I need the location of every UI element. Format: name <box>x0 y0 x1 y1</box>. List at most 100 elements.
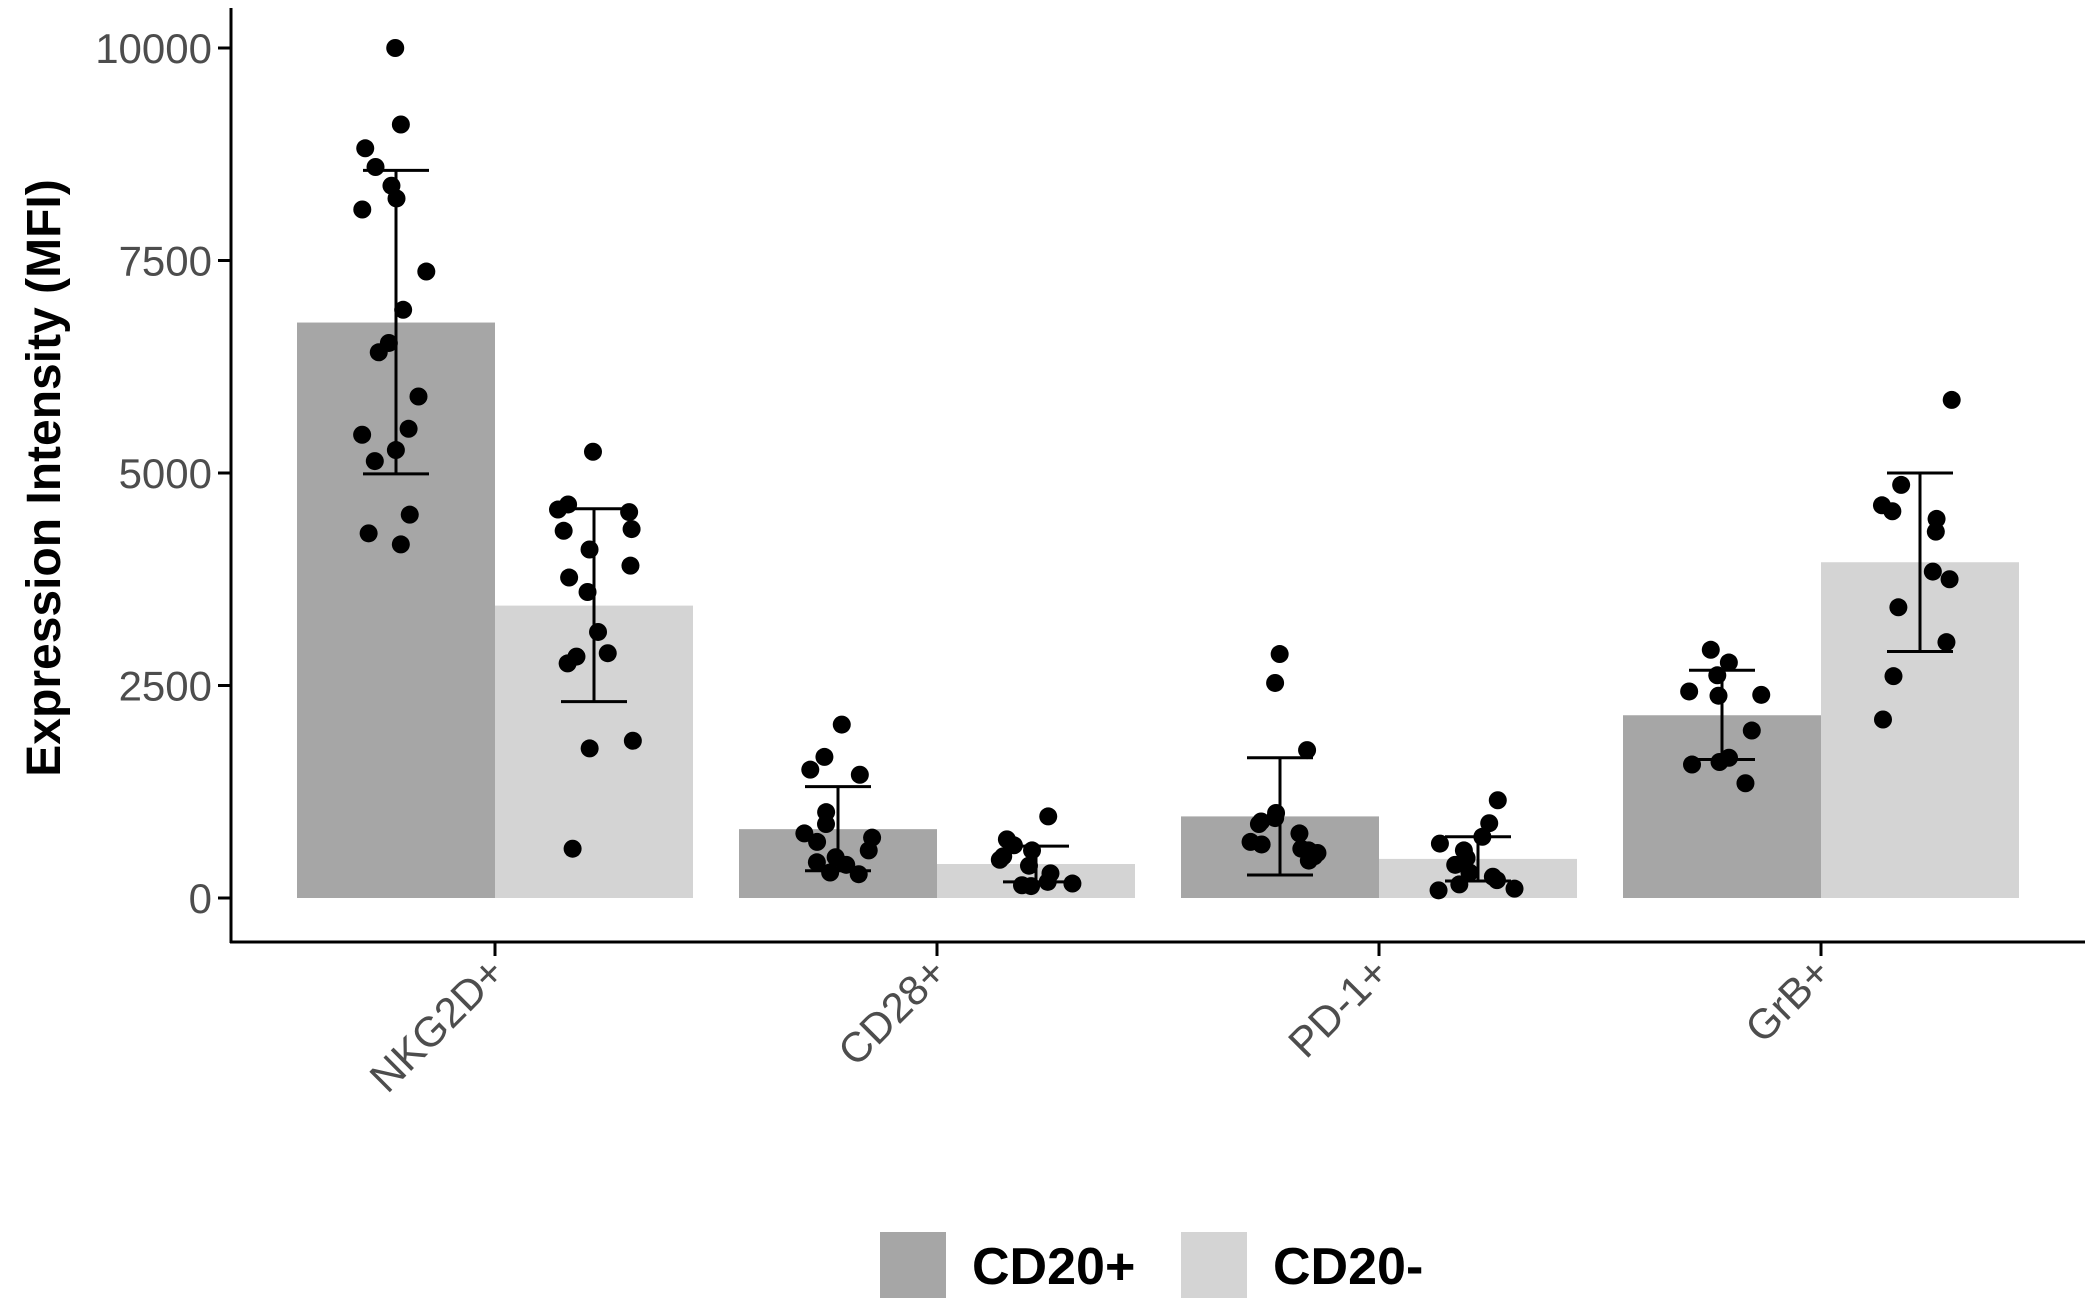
data-point <box>369 343 388 362</box>
data-point <box>837 855 856 874</box>
data-point <box>622 520 641 539</box>
data-point <box>1736 774 1755 793</box>
data-point <box>1709 686 1728 705</box>
legend-label: CD20+ <box>972 1238 1135 1296</box>
data-point <box>359 524 378 543</box>
data-point <box>563 839 582 858</box>
data-point <box>832 715 851 734</box>
data-point <box>817 815 836 834</box>
data-point <box>1460 863 1479 882</box>
y-ticks: 0 2500 5000 7500 10000 <box>95 25 231 922</box>
legend-swatch <box>880 1232 946 1298</box>
data-point <box>1942 390 1961 409</box>
legend: CD20+ CD20- <box>880 1232 1423 1298</box>
data-point <box>859 841 878 860</box>
data-point <box>1937 633 1956 652</box>
error-bar <box>1887 471 1953 653</box>
data-point <box>620 503 639 522</box>
data-point <box>1004 836 1023 855</box>
data-point <box>578 583 597 601</box>
data-point <box>1249 815 1268 834</box>
data-point <box>1923 562 1942 581</box>
data-point <box>795 824 814 843</box>
legend-swatch <box>1181 1232 1247 1298</box>
data-point <box>801 760 820 779</box>
data-point <box>366 158 385 176</box>
data-point <box>1290 824 1309 843</box>
x-tick-label: CD28+ <box>829 948 956 1075</box>
data-point <box>1889 598 1908 617</box>
y-tick-label: 0 <box>189 875 212 922</box>
x-tick-label: NKG2D+ <box>360 948 513 1101</box>
data-point <box>1742 721 1761 740</box>
data-point <box>1039 807 1058 826</box>
y-tick-label: 5000 <box>119 450 212 497</box>
data-point <box>1892 475 1911 494</box>
data-point <box>400 505 419 524</box>
data-point <box>1252 835 1271 854</box>
data-point <box>1266 809 1285 828</box>
data-point <box>849 865 868 884</box>
data-point <box>1446 855 1465 874</box>
data-point <box>850 765 869 784</box>
data-point <box>589 622 608 641</box>
data-point <box>1019 856 1038 875</box>
data-point <box>1450 875 1469 894</box>
x-ticks: NKG2D+ CD28+ PD-1+ GrB+ <box>360 942 1839 1101</box>
bars-layer <box>297 322 2019 898</box>
data-point <box>417 262 436 281</box>
data-point <box>1298 741 1317 760</box>
data-point <box>1710 753 1729 771</box>
data-point <box>1270 645 1289 664</box>
data-point <box>1487 871 1506 890</box>
y-axis-title: Expression Intensity (MFI) <box>18 179 71 776</box>
axes-layer <box>229 8 2085 944</box>
data-point <box>1063 874 1082 893</box>
data-point <box>580 540 599 559</box>
data-point <box>365 452 384 471</box>
data-point <box>1926 522 1945 541</box>
data-point <box>807 853 826 872</box>
y-tick-label: 7500 <box>119 238 212 285</box>
data-point <box>1266 673 1285 692</box>
data-point <box>353 425 372 444</box>
data-point <box>391 115 410 134</box>
data-point <box>1299 851 1318 870</box>
points-layer <box>353 39 1961 900</box>
data-point <box>598 644 617 663</box>
data-point <box>1430 834 1449 853</box>
data-point <box>391 535 410 554</box>
data-point <box>558 654 577 673</box>
legend-item: CD20- <box>1181 1232 1423 1298</box>
data-point <box>1708 666 1727 685</box>
data-point <box>821 863 840 882</box>
data-point <box>1023 841 1042 860</box>
data-point <box>386 441 405 460</box>
data-point <box>386 39 405 57</box>
data-point <box>409 387 428 406</box>
data-point <box>990 850 1009 869</box>
data-point <box>1752 685 1771 704</box>
data-point <box>1884 667 1903 686</box>
data-point <box>394 300 413 319</box>
data-point <box>1701 640 1720 659</box>
data-point <box>1883 502 1902 521</box>
data-point <box>1429 881 1448 900</box>
data-point <box>808 832 827 851</box>
data-point <box>1480 814 1499 833</box>
x-tick-label: PD-1+ <box>1279 948 1397 1066</box>
errorbar-layer <box>363 168 1953 884</box>
data-point <box>399 419 418 438</box>
data-point <box>1680 682 1699 701</box>
data-point <box>1022 877 1041 896</box>
legend-label: CD20- <box>1273 1238 1423 1296</box>
data-point <box>1473 827 1492 846</box>
data-point <box>554 521 573 540</box>
data-point <box>1038 872 1057 891</box>
data-point <box>1873 710 1892 729</box>
data-point <box>560 568 579 587</box>
data-point <box>1940 570 1959 589</box>
legend-item: CD20+ <box>880 1232 1135 1298</box>
data-point <box>1927 509 1946 528</box>
